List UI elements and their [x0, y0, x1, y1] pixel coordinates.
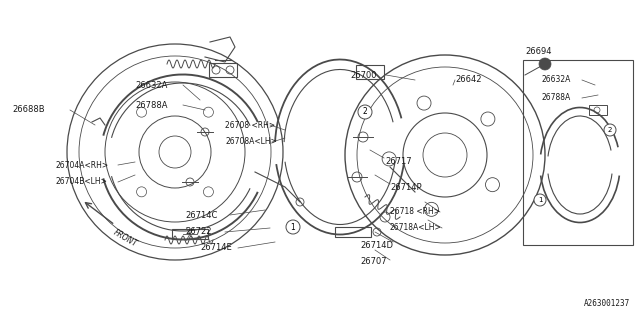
Bar — [209, 63, 237, 77]
Text: 26788A: 26788A — [542, 93, 572, 102]
Text: A263001237: A263001237 — [584, 299, 630, 308]
Text: 26708 <RH>: 26708 <RH> — [225, 121, 275, 130]
Circle shape — [539, 58, 551, 70]
Text: 26718 <RH>: 26718 <RH> — [390, 207, 440, 217]
Text: 26718A<LH>: 26718A<LH> — [390, 223, 442, 233]
Text: 26642: 26642 — [455, 76, 481, 84]
Circle shape — [358, 105, 372, 119]
Text: 26708A<LH>: 26708A<LH> — [225, 138, 277, 147]
Text: 26700: 26700 — [350, 70, 376, 79]
Circle shape — [604, 124, 616, 136]
Text: 26788A: 26788A — [135, 100, 168, 109]
Text: FRONT: FRONT — [111, 228, 138, 249]
Bar — [356, 65, 384, 79]
Circle shape — [286, 220, 300, 234]
Text: 2: 2 — [608, 127, 612, 133]
Text: 26722: 26722 — [185, 228, 211, 236]
Text: 26688B: 26688B — [12, 106, 45, 115]
Bar — [523, 60, 633, 245]
Text: 26714C: 26714C — [185, 211, 218, 220]
Text: 26704A<RH>: 26704A<RH> — [55, 161, 108, 170]
Text: 1: 1 — [291, 222, 296, 231]
Text: 26707: 26707 — [360, 258, 387, 267]
Text: 26632A: 26632A — [542, 76, 572, 84]
Circle shape — [534, 194, 546, 206]
Bar — [172, 229, 208, 239]
Bar — [589, 105, 607, 115]
Text: 26632A: 26632A — [135, 81, 168, 90]
Text: 2: 2 — [363, 108, 367, 116]
Text: 26714E: 26714E — [200, 244, 232, 252]
Text: 26704B<LH>: 26704B<LH> — [55, 178, 107, 187]
Text: 26717: 26717 — [385, 157, 412, 166]
Text: 26714P: 26714P — [390, 183, 422, 193]
Text: 1: 1 — [538, 197, 542, 203]
Text: 26694: 26694 — [525, 47, 552, 57]
Bar — [335, 227, 371, 237]
Text: 26714D: 26714D — [360, 241, 393, 250]
